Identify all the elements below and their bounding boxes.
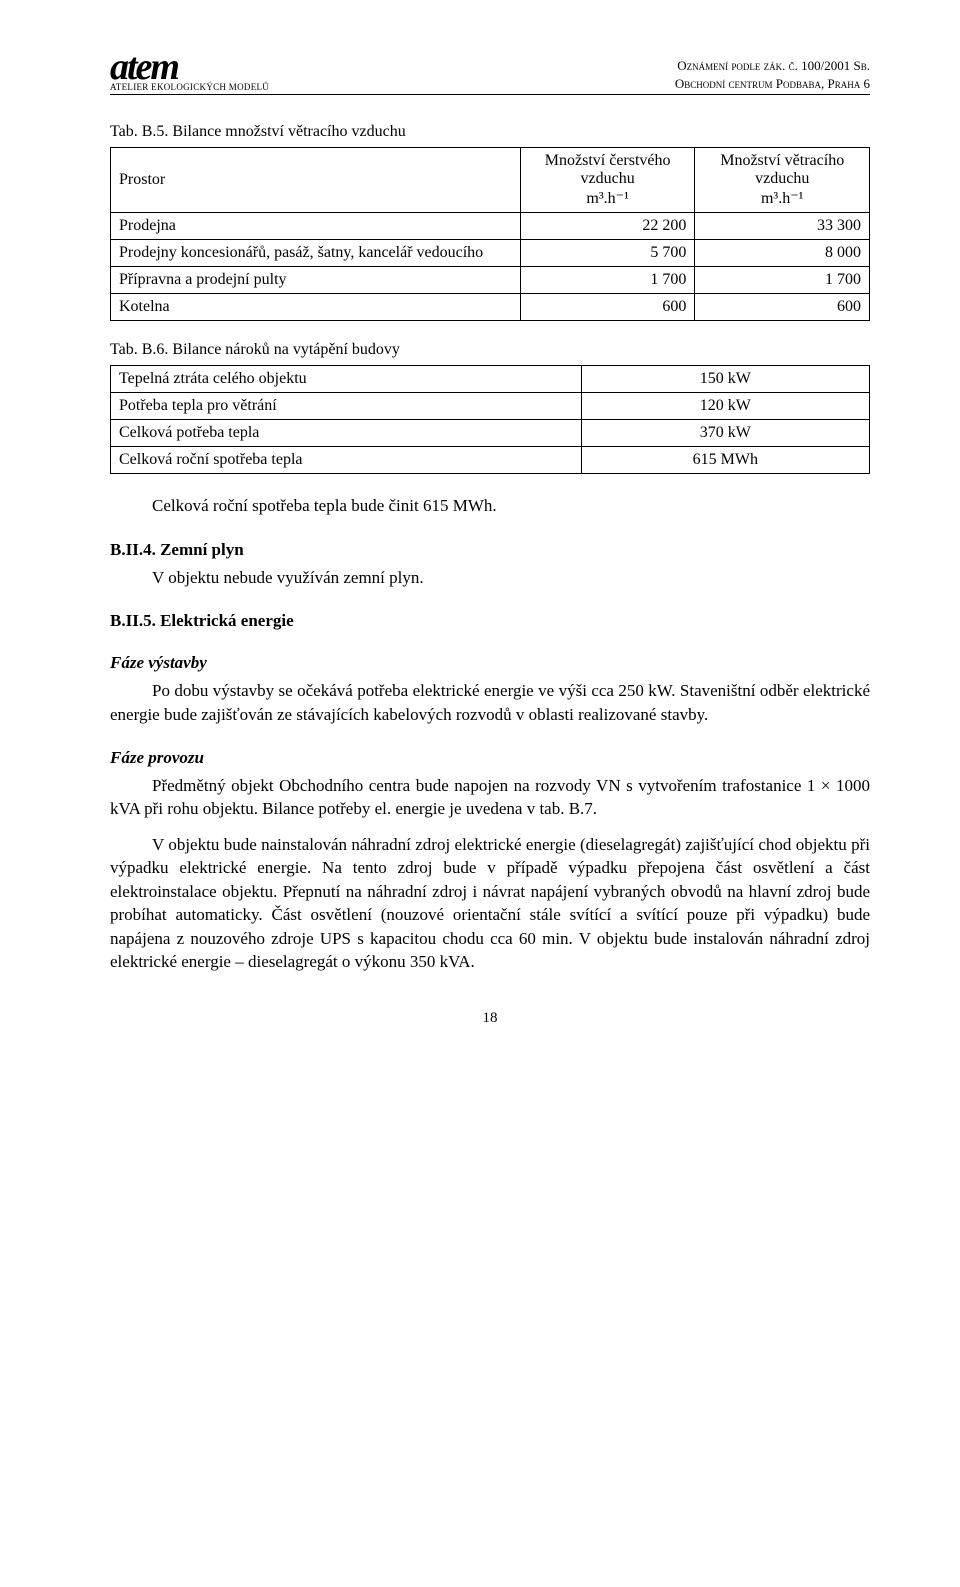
header-right: Oznámení podle zák. č. 100/2001 Sb. Obch… <box>675 57 870 92</box>
table-row: Potřeba tepla pro větrání 120 kW <box>111 393 870 420</box>
cell-val: 615 MWh <box>581 447 869 474</box>
table-row: Tepelná ztráta celého objektu 150 kW <box>111 366 870 393</box>
table-b5-col1: Prostor <box>111 148 521 213</box>
cell-label: Prodejna <box>111 213 521 240</box>
phase1-title: Fáze výstavby <box>110 653 870 673</box>
table-b6-title: Tab. B.6. Bilance nároků na vytápění bud… <box>110 341 870 359</box>
page-number: 18 <box>110 1010 870 1027</box>
cell-v1: 600 <box>520 294 695 321</box>
table-b5-col2: Množství čerstvého vzduchu m³.h⁻¹ <box>520 148 695 213</box>
cell-val: 120 kW <box>581 393 869 420</box>
phase1-text: Po dobu výstavby se očekává potřeba elek… <box>110 679 870 726</box>
phase2-p1: Předmětný objekt Obchodního centra bude … <box>110 774 870 821</box>
table-row: Celková potřeba tepla 370 kW <box>111 420 870 447</box>
cell-label: Prodejny koncesionářů, pasáž, šatny, kan… <box>111 240 521 267</box>
cell-v1: 1 700 <box>520 267 695 294</box>
header-line-1: Oznámení podle zák. č. 100/2001 Sb. <box>675 57 870 75</box>
cell-v2: 600 <box>695 294 870 321</box>
text-b-ii-4: V objektu nebude využíván zemní plyn. <box>152 566 870 589</box>
cell-v2: 8 000 <box>695 240 870 267</box>
cell-val: 370 kW <box>581 420 869 447</box>
table-row: Kotelna 600 600 <box>111 294 870 321</box>
table-row: Přípravna a prodejní pulty 1 700 1 700 <box>111 267 870 294</box>
cell-label: Kotelna <box>111 294 521 321</box>
cell-v1: 5 700 <box>520 240 695 267</box>
cell-val: 150 kW <box>581 366 869 393</box>
cell-v1: 22 200 <box>520 213 695 240</box>
phase2-title: Fáze provozu <box>110 748 870 768</box>
phase2-p2: V objektu bude nainstalován náhradní zdr… <box>110 833 870 974</box>
table-b6: Tepelná ztráta celého objektu 150 kW Pot… <box>110 365 870 474</box>
table-row: Celková roční spotřeba tepla 615 MWh <box>111 447 870 474</box>
header-line-2: Obchodní centrum Podbaba, Praha 6 <box>675 75 870 93</box>
cell-label: Celková potřeba tepla <box>111 420 582 447</box>
table-row: Prodejna 22 200 33 300 <box>111 213 870 240</box>
cell-label: Tepelná ztráta celého objektu <box>111 366 582 393</box>
heading-b-ii-5: B.II.5. Elektrická energie <box>110 611 870 631</box>
table-b5-head-row: Prostor Množství čerstvého vzduchu m³.h⁻… <box>111 148 870 213</box>
table-b5-col3: Množství větracího vzduchu m³.h⁻¹ <box>695 148 870 213</box>
cell-v2: 33 300 <box>695 213 870 240</box>
cell-label: Celková roční spotřeba tepla <box>111 447 582 474</box>
table-row: Prodejny koncesionářů, pasáž, šatny, kan… <box>111 240 870 267</box>
logo-subtitle: ATELIER EKOLOGICKÝCH MODELŮ <box>110 82 269 92</box>
cell-v2: 1 700 <box>695 267 870 294</box>
cell-label: Potřeba tepla pro větrání <box>111 393 582 420</box>
cell-label: Přípravna a prodejní pulty <box>111 267 521 294</box>
table-b5: Prostor Množství čerstvého vzduchu m³.h⁻… <box>110 147 870 321</box>
logo-text: atem <box>110 50 178 84</box>
heading-b-ii-4: B.II.4. Zemní plyn <box>110 540 870 560</box>
table-b5-title: Tab. B.5. Bilance množství větracího vzd… <box>110 123 870 141</box>
logo-block: atem ATELIER EKOLOGICKÝCH MODELŮ <box>110 50 269 92</box>
after-b6-text: Celková roční spotřeba tepla bude činit … <box>152 494 870 517</box>
page-header: atem ATELIER EKOLOGICKÝCH MODELŮ Oznámen… <box>110 50 870 95</box>
